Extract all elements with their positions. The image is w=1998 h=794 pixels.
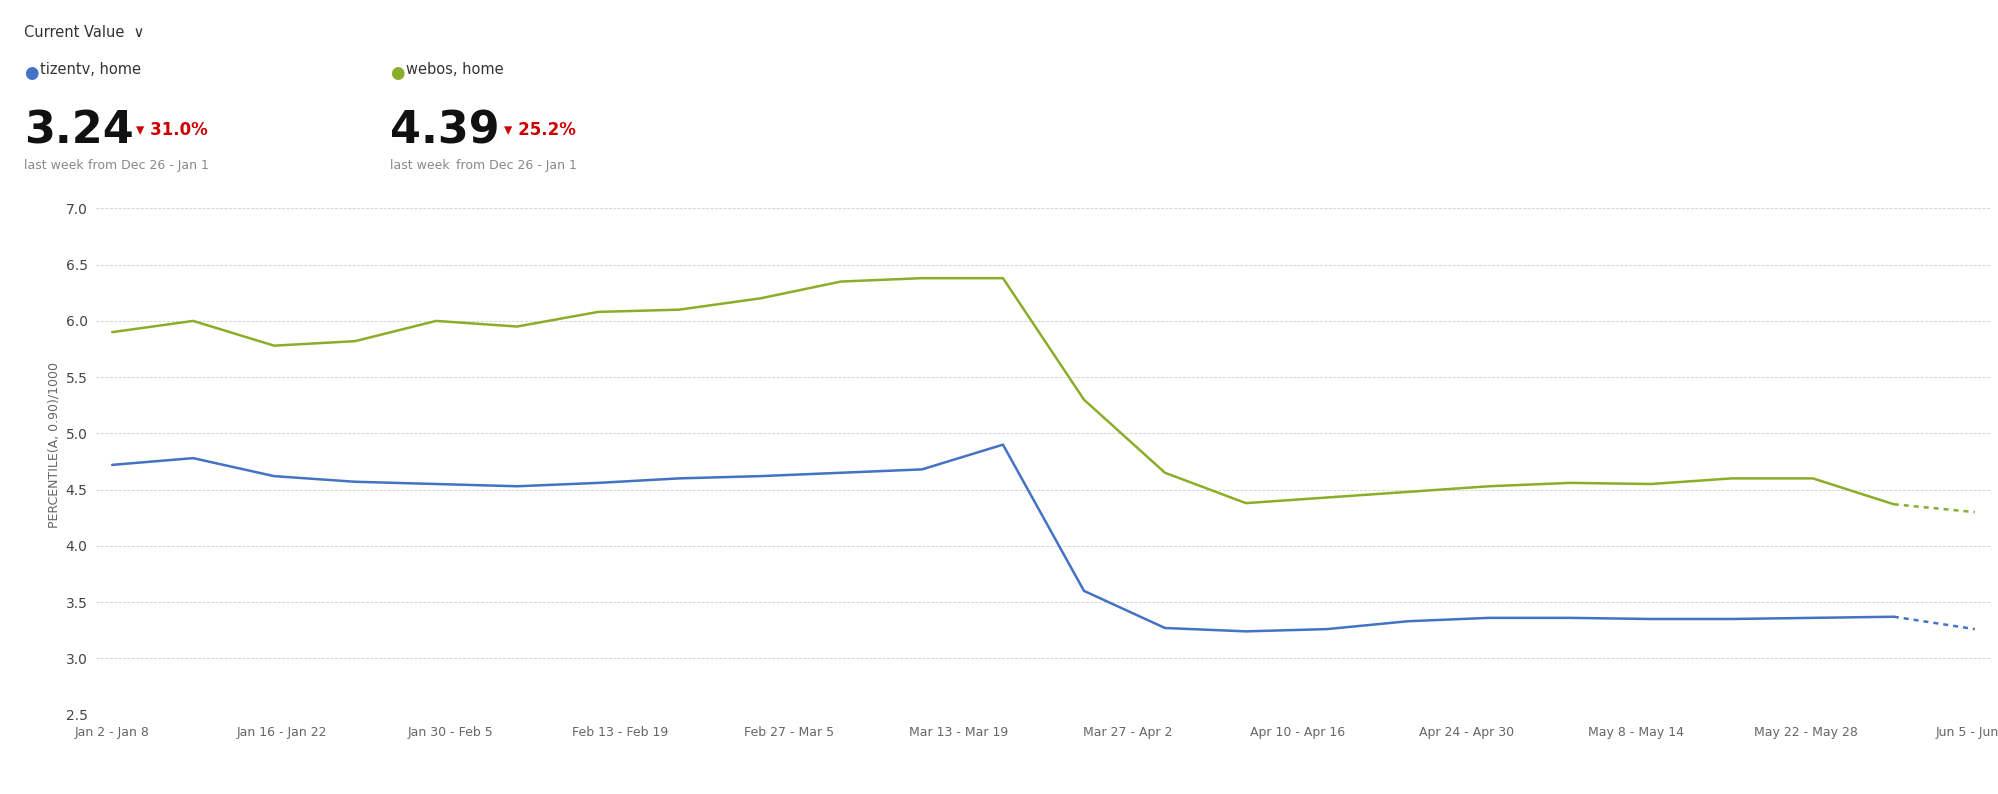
Text: tizentv, home: tizentv, home — [40, 62, 142, 77]
Text: webos, home: webos, home — [406, 62, 503, 77]
Text: ●: ● — [390, 64, 404, 82]
Text: from Dec 26 - Jan 1: from Dec 26 - Jan 1 — [456, 159, 575, 172]
Text: last week: last week — [24, 159, 84, 172]
Text: ▾ 31.0%: ▾ 31.0% — [136, 121, 208, 139]
Text: 4.39: 4.39 — [390, 110, 500, 152]
Text: ▾ 25.2%: ▾ 25.2% — [503, 121, 575, 139]
Text: 3.24: 3.24 — [24, 110, 134, 152]
Text: from Dec 26 - Jan 1: from Dec 26 - Jan 1 — [88, 159, 208, 172]
Text: last week: last week — [390, 159, 450, 172]
Text: ●: ● — [24, 64, 38, 82]
Text: Current Value  ∨: Current Value ∨ — [24, 25, 144, 40]
Y-axis label: PERCENTILE(A, 0.90)/1000: PERCENTILE(A, 0.90)/1000 — [48, 361, 60, 528]
